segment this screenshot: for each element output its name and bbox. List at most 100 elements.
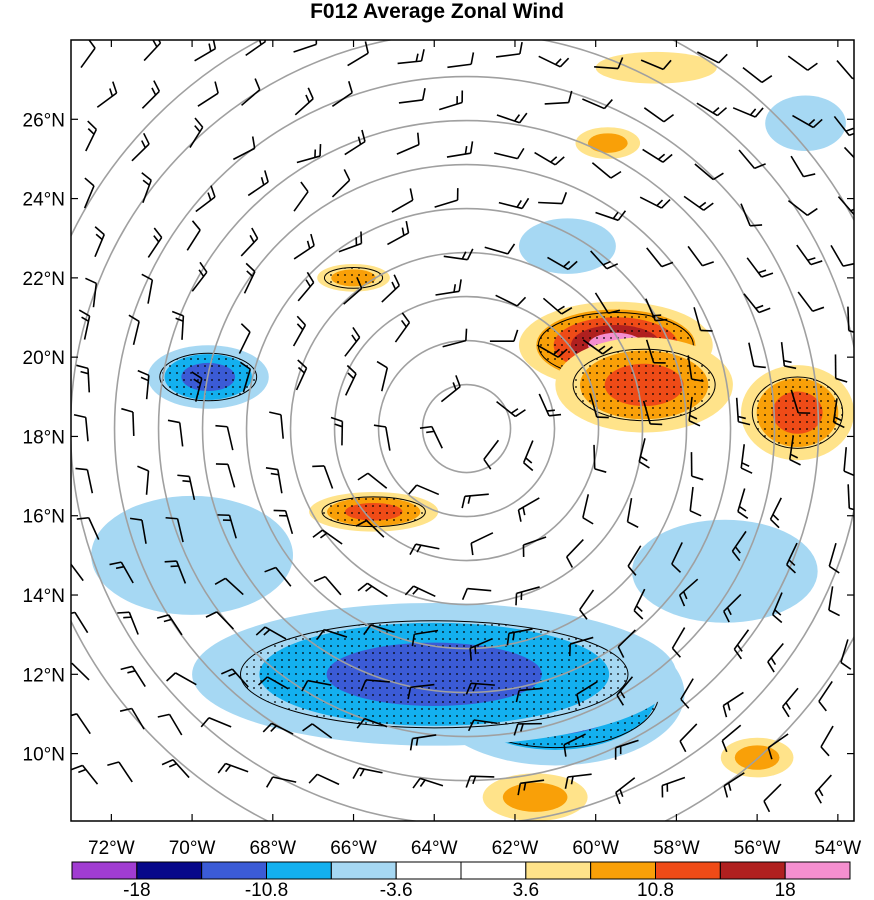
- wind-barb: [75, 467, 94, 494]
- wind-barb: [565, 539, 584, 568]
- wind-barb: [344, 129, 366, 156]
- colorbar-label: 18: [775, 880, 796, 900]
- wind-anomaly-1: [555, 337, 733, 433]
- wind-barb: [71, 611, 89, 634]
- wind-barb: [194, 40, 217, 62]
- wind-barb: [461, 493, 489, 509]
- chart-title: F012 Average Zonal Wind: [310, 0, 564, 23]
- wind-barb: [738, 149, 766, 170]
- wind-barb: [344, 327, 361, 357]
- wind-barb: [76, 516, 100, 540]
- wind-barb: [496, 401, 526, 418]
- wind-barb: [191, 371, 203, 402]
- wind-barb: [645, 339, 666, 364]
- wind-barb: [217, 762, 249, 774]
- wind-barb: [780, 342, 797, 370]
- wind-barb: [435, 279, 462, 296]
- wind-barb: [128, 314, 140, 346]
- wind-barb: [781, 687, 799, 718]
- wind-barb: [788, 435, 801, 466]
- wind-barb: [696, 51, 728, 64]
- wind-barb: [731, 530, 747, 562]
- wind-barb: [293, 181, 309, 212]
- wind-barb: [469, 638, 493, 661]
- wind-barb: [343, 277, 363, 305]
- wind-barb: [443, 248, 474, 261]
- colorbar-swatch: [590, 861, 657, 880]
- wind-barb: [239, 361, 252, 393]
- wind-barb: [790, 389, 811, 414]
- wind-barb: [496, 112, 528, 124]
- wind-barb: [295, 359, 308, 391]
- wind-barb: [71, 764, 99, 785]
- wind-anomaly-16: [519, 218, 616, 274]
- y-tick-label: 20°N: [23, 348, 65, 369]
- wind-barb: [633, 588, 646, 620]
- wind-barb: [391, 188, 414, 213]
- wind-barb: [240, 227, 259, 257]
- shade-level: [595, 51, 717, 84]
- shade-level: [632, 519, 818, 623]
- wind-barb: [381, 274, 401, 303]
- wind-barb: [534, 151, 565, 166]
- wind-barb: [840, 639, 852, 670]
- wind-barb: [301, 679, 332, 692]
- wind-barb: [264, 566, 292, 587]
- wind-barb: [297, 271, 315, 302]
- colorbar-swatch: [71, 861, 138, 880]
- wind-barb: [396, 132, 420, 155]
- wind-barb: [742, 67, 773, 84]
- wind-anomaly-5: [575, 127, 641, 159]
- wind-barb: [404, 585, 436, 598]
- axes: 72°W 70°W 68°W 66°W 64°W 62°W 60°W 58°W 56°W 54°W…: [23, 40, 861, 859]
- wind-barb: [696, 102, 728, 117]
- wind-barb: [563, 733, 586, 757]
- wind-barb: [265, 776, 297, 788]
- wind-barb: [735, 397, 751, 426]
- range-ring: [113, 75, 820, 782]
- wind-barb: [797, 291, 825, 312]
- y-tick-label: 14°N: [23, 586, 65, 607]
- wind-barb: [442, 328, 468, 348]
- y-tick-label: 18°N: [23, 427, 65, 448]
- wind-barb: [131, 132, 150, 162]
- wind-barb: [536, 344, 568, 358]
- wind-barb: [483, 439, 500, 470]
- wind-barb: [694, 163, 724, 181]
- x-tick-label: 64°W: [411, 838, 458, 859]
- wind-barb: [689, 486, 702, 517]
- wind-barb: [843, 146, 854, 159]
- wind-barb: [434, 188, 459, 208]
- significance-stipple: [323, 266, 384, 289]
- wind-barb: [593, 444, 607, 473]
- wind-barb: [498, 197, 530, 210]
- wind-barb: [412, 777, 444, 789]
- colorbar-swatch: [460, 861, 527, 880]
- wind-barb: [96, 81, 118, 108]
- wind-barb: [347, 41, 369, 67]
- wind-barb: [438, 90, 464, 111]
- wind-barb: [638, 438, 650, 469]
- wind-barb: [687, 245, 714, 267]
- wind-barb: [302, 723, 333, 739]
- wind-barb: [737, 488, 749, 519]
- wind-barb: [171, 310, 185, 340]
- wind-barb: [137, 465, 150, 495]
- wind-barb: [538, 192, 568, 205]
- colorbar-swatch: [395, 861, 462, 880]
- y-tick-label: 22°N: [23, 269, 65, 290]
- wind-barb: [740, 444, 753, 474]
- wind-barb: [792, 114, 823, 129]
- wind-barb: [796, 244, 823, 266]
- wind-barb: [292, 315, 307, 347]
- wind-barb: [195, 185, 216, 213]
- wind-barb: [693, 307, 713, 332]
- wind-barb: [357, 472, 388, 489]
- wind-barb: [743, 293, 771, 314]
- wind-barb: [446, 141, 474, 158]
- colorbar-swatch: [719, 861, 786, 880]
- wind-barb: [643, 107, 675, 123]
- wind-barb: [165, 516, 184, 543]
- wind-barb: [373, 424, 391, 451]
- wind-barb: [832, 398, 845, 429]
